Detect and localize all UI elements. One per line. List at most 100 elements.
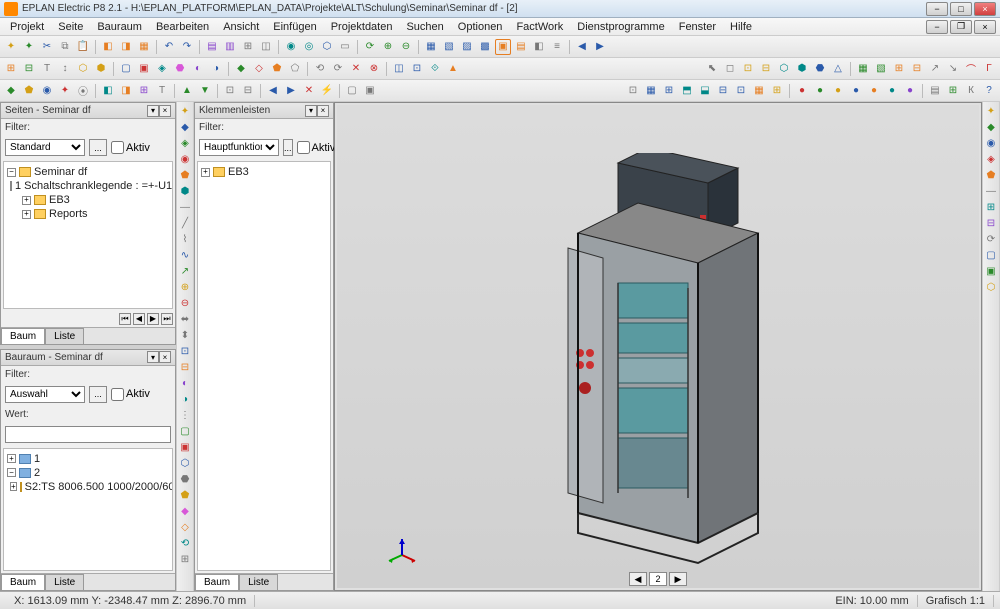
undo-icon[interactable]: ↶ <box>161 39 177 55</box>
vtool-icon[interactable]: ◆ <box>178 120 192 134</box>
panel-close-icon[interactable]: × <box>159 105 171 117</box>
tool-icon[interactable]: ⊞ <box>661 83 677 99</box>
tool-icon[interactable]: К <box>963 83 979 99</box>
tool-icon[interactable]: ⊡ <box>625 83 641 99</box>
tool-icon[interactable]: ⟳ <box>330 61 346 77</box>
vtool-icon[interactable]: ▢ <box>984 248 998 262</box>
minimize-button[interactable]: − <box>926 2 948 16</box>
tool-icon[interactable]: ▤ <box>927 83 943 99</box>
tool-icon[interactable]: ✦ <box>21 39 37 55</box>
tool-icon[interactable]: Г <box>981 61 997 77</box>
tool-icon[interactable]: ▨ <box>459 39 475 55</box>
vtool-icon[interactable]: ⬟ <box>178 168 192 182</box>
tool-icon[interactable]: T <box>154 83 170 99</box>
tool-icon[interactable]: ⬡ <box>75 61 91 77</box>
panel-close-icon[interactable]: × <box>317 105 329 117</box>
menu-dienstprogramme[interactable]: Dienstprogramme <box>571 20 670 34</box>
tool-icon[interactable]: ⊟ <box>715 83 731 99</box>
vtool-icon[interactable]: ▢ <box>178 424 192 438</box>
tool-icon[interactable]: ? <box>981 83 997 99</box>
vtool-icon[interactable]: ◑ <box>178 392 192 406</box>
zoom-out-icon[interactable]: ⊖ <box>398 39 414 55</box>
tool-icon[interactable]: ⬟ <box>21 83 37 99</box>
tree-node[interactable]: +EB3 <box>7 193 169 207</box>
copy-icon[interactable]: ⧉ <box>57 39 73 55</box>
mdi-minimize-button[interactable]: − <box>926 20 948 34</box>
vtool-icon[interactable]: ✦ <box>984 104 998 118</box>
tool-icon[interactable]: ▦ <box>855 61 871 77</box>
tool-icon[interactable]: ⊡ <box>733 83 749 99</box>
vtool-icon[interactable]: ▣ <box>178 440 192 454</box>
tree-node[interactable]: 1 Schaltschranklegende : =+-U1 - =EB3+ <box>7 179 169 193</box>
tool-icon[interactable]: ▧ <box>873 61 889 77</box>
vtool-icon[interactable]: ◉ <box>984 136 998 150</box>
tool-icon[interactable]: ▧ <box>441 39 457 55</box>
vtool-icon[interactable]: ⊟ <box>178 360 192 374</box>
tool-icon[interactable]: ⬓ <box>697 83 713 99</box>
tool-icon[interactable]: ⦿ <box>75 83 91 99</box>
vtool-icon[interactable]: ⬍ <box>178 328 192 342</box>
vtool-icon[interactable]: ⬟ <box>984 168 998 182</box>
tool-icon[interactable]: ⌒ <box>963 61 979 77</box>
klemmen-filter-select[interactable]: Hauptfunktione <box>199 139 279 156</box>
tool-icon[interactable]: ↕ <box>57 61 73 77</box>
pages-filter-button[interactable]: ... <box>89 139 107 156</box>
menu-projekt[interactable]: Projekt <box>4 20 50 34</box>
tool-icon[interactable]: ◫ <box>391 61 407 77</box>
tab-baum[interactable]: Baum <box>1 574 45 590</box>
nav-last-icon[interactable]: ⏭ <box>161 313 173 325</box>
tool-icon[interactable]: ⬒ <box>679 83 695 99</box>
vtool-icon[interactable]: ⬢ <box>178 184 192 198</box>
tool-icon[interactable]: ▥ <box>222 39 238 55</box>
nav-first-icon[interactable]: ⏮ <box>119 313 131 325</box>
tab-liste[interactable]: Liste <box>239 574 278 590</box>
mdi-restore-button[interactable]: ❐ <box>950 20 972 34</box>
panel-pin-icon[interactable]: ▾ <box>147 351 159 363</box>
vtool-icon[interactable]: ◉ <box>178 152 192 166</box>
menu-hilfe[interactable]: Hilfe <box>724 20 758 34</box>
vtool-icon[interactable]: — <box>178 200 192 214</box>
refresh-icon[interactable]: ⟳ <box>362 39 378 55</box>
3d-viewport[interactable]: ◀ 2 ▶ <box>334 102 982 591</box>
vtool-icon[interactable]: ⊞ <box>984 200 998 214</box>
panel-pin-icon[interactable]: ▾ <box>147 105 159 117</box>
tool-icon[interactable]: ▣ <box>495 39 511 55</box>
vtool-icon[interactable]: ⟲ <box>178 536 192 550</box>
vtool-icon[interactable]: ◇ <box>178 520 192 534</box>
bauraum-aktiv-check[interactable]: Aktiv <box>111 388 150 401</box>
vtool-icon[interactable]: ⊡ <box>178 344 192 358</box>
tool-icon[interactable]: ⬢ <box>794 61 810 77</box>
menu-bearbeiten[interactable]: Bearbeiten <box>150 20 215 34</box>
tool-icon[interactable]: ▼ <box>197 83 213 99</box>
tool-icon[interactable]: ⊟ <box>909 61 925 77</box>
tree-node[interactable]: −2 <box>7 466 169 480</box>
tool-icon[interactable]: ▦ <box>136 39 152 55</box>
tool-icon[interactable]: ⬣ <box>172 61 188 77</box>
tool-icon[interactable]: ⟲ <box>312 61 328 77</box>
tool-icon[interactable]: ⊞ <box>769 83 785 99</box>
pages-filter-select[interactable]: Standard <box>5 139 85 156</box>
vp-tab-next[interactable]: ▶ <box>669 572 687 586</box>
tool-icon[interactable]: ▢ <box>344 83 360 99</box>
tool-icon[interactable]: ↗ <box>927 61 943 77</box>
tool-icon[interactable]: △ <box>830 61 846 77</box>
panel-close-icon[interactable]: × <box>159 351 171 363</box>
tool-icon[interactable]: ● <box>848 83 864 99</box>
vtool-icon[interactable]: ╱ <box>178 216 192 230</box>
tool-icon[interactable]: ● <box>902 83 918 99</box>
vtool-icon[interactable]: ⬌ <box>178 312 192 326</box>
tool-icon[interactable]: ⊟ <box>758 61 774 77</box>
tool-icon[interactable]: ◎ <box>301 39 317 55</box>
arrow-left-icon[interactable]: ◀ <box>574 39 590 55</box>
vtool-icon[interactable]: ⟳ <box>984 232 998 246</box>
tool-icon[interactable]: ● <box>812 83 828 99</box>
tool-icon[interactable]: ≡ <box>549 39 565 55</box>
menu-optionen[interactable]: Optionen <box>452 20 509 34</box>
tool-icon[interactable]: ⊞ <box>136 83 152 99</box>
tool-icon[interactable]: ▲ <box>179 83 195 99</box>
tab-baum[interactable]: Baum <box>1 328 45 344</box>
tool-icon[interactable]: ▤ <box>513 39 529 55</box>
tool-icon[interactable]: ✦ <box>57 83 73 99</box>
vp-tab-prev[interactable]: ◀ <box>629 572 647 586</box>
delete-icon[interactable]: ✕ <box>348 61 364 77</box>
